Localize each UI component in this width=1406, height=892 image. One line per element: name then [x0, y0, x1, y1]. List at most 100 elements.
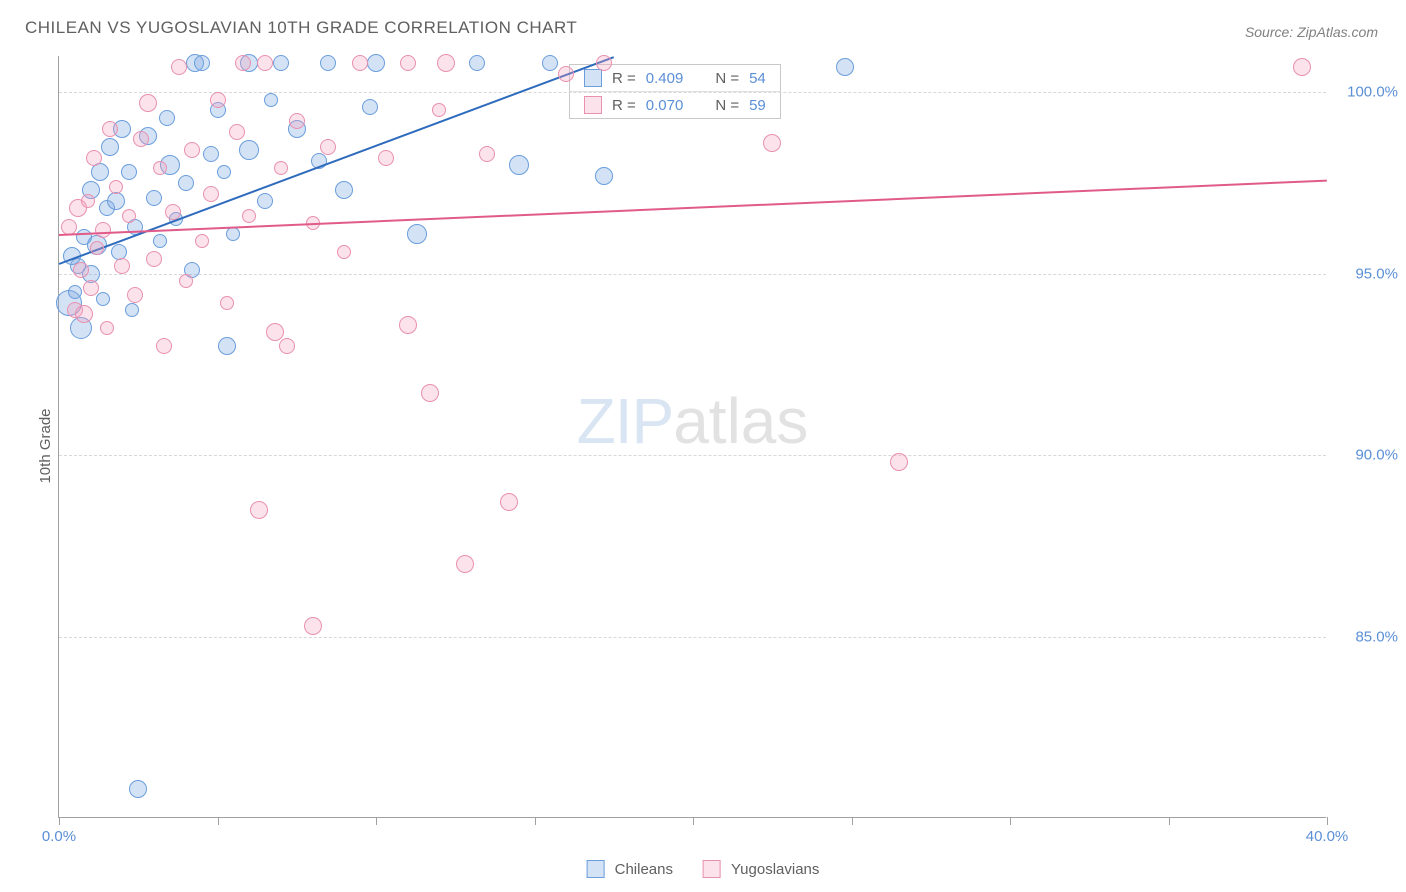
data-point	[763, 134, 781, 152]
data-point	[456, 555, 474, 573]
data-point	[133, 131, 149, 147]
watermark-zip: ZIP	[577, 385, 674, 457]
data-point	[139, 94, 157, 112]
data-point	[102, 121, 118, 137]
data-point	[146, 251, 162, 267]
data-point	[229, 124, 245, 140]
data-point	[596, 55, 612, 71]
watermark-atlas: atlas	[673, 385, 808, 457]
data-point	[153, 234, 167, 248]
n-label: N =	[715, 97, 739, 114]
data-point	[890, 453, 908, 471]
data-point	[407, 224, 427, 244]
n-value: 59	[749, 97, 766, 114]
trendline	[59, 56, 614, 265]
y-axis-label: 10th Grade	[37, 408, 54, 483]
data-point	[542, 55, 558, 71]
n-value: 54	[749, 70, 766, 87]
data-point	[242, 209, 256, 223]
data-point	[1293, 58, 1311, 76]
data-point	[469, 55, 485, 71]
legend-swatch	[584, 69, 602, 87]
y-tick-label: 100.0%	[1347, 84, 1398, 101]
data-point	[129, 780, 147, 798]
chart-title: CHILEAN VS YUGOSLAVIAN 10TH GRADE CORREL…	[25, 18, 577, 38]
legend-swatch	[587, 860, 605, 878]
x-tick-label: 0.0%	[42, 828, 76, 845]
source-attribution: Source: ZipAtlas.com	[1245, 24, 1378, 40]
x-tick	[535, 817, 536, 825]
data-point	[273, 55, 289, 71]
data-point	[479, 146, 495, 162]
data-point	[337, 245, 351, 259]
data-point	[250, 501, 268, 519]
data-point	[400, 55, 416, 71]
watermark: ZIPatlas	[577, 384, 809, 458]
data-point	[399, 316, 417, 334]
data-point	[836, 58, 854, 76]
data-point	[122, 209, 136, 223]
x-tick	[376, 817, 377, 825]
data-point	[558, 66, 574, 82]
data-point	[509, 155, 529, 175]
data-point	[218, 337, 236, 355]
data-point	[320, 139, 336, 155]
data-point	[184, 142, 200, 158]
data-point	[153, 161, 167, 175]
plot-area: ZIPatlas R =0.409N =54R =0.070N =59 85.0…	[58, 56, 1326, 818]
data-point	[210, 92, 226, 108]
x-tick	[1327, 817, 1328, 825]
r-value: 0.070	[646, 97, 684, 114]
legend-item: Yugoslavians	[703, 860, 819, 878]
x-tick-label: 40.0%	[1306, 828, 1349, 845]
data-point	[111, 244, 127, 260]
n-label: N =	[715, 70, 739, 87]
data-point	[226, 227, 240, 241]
data-point	[257, 193, 273, 209]
data-point	[90, 241, 104, 255]
data-point	[109, 180, 123, 194]
data-point	[217, 165, 231, 179]
data-point	[266, 323, 284, 341]
gridline	[59, 637, 1326, 638]
data-point	[279, 338, 295, 354]
data-point	[107, 192, 125, 210]
data-point	[81, 194, 95, 208]
x-tick	[59, 817, 60, 825]
data-point	[83, 280, 99, 296]
data-point	[179, 274, 193, 288]
data-point	[91, 163, 109, 181]
data-point	[156, 338, 172, 354]
data-point	[421, 384, 439, 402]
data-point	[171, 59, 187, 75]
data-point	[235, 55, 251, 71]
data-point	[75, 305, 93, 323]
data-point	[121, 164, 137, 180]
data-point	[320, 55, 336, 71]
data-point	[101, 138, 119, 156]
data-point	[194, 55, 210, 71]
data-point	[86, 150, 102, 166]
data-point	[125, 303, 139, 317]
data-point	[96, 292, 110, 306]
data-point	[203, 146, 219, 162]
legend-item: Chileans	[587, 860, 673, 878]
data-point	[378, 150, 394, 166]
data-point	[500, 493, 518, 511]
r-label: R =	[612, 97, 636, 114]
series-legend: Chileans Yugoslavians	[587, 860, 820, 878]
gridline	[59, 274, 1326, 275]
stats-row: R = 0.070 N = 59	[570, 91, 780, 118]
data-point	[352, 55, 368, 71]
gridline	[59, 92, 1326, 93]
data-point	[73, 262, 89, 278]
gridline	[59, 455, 1326, 456]
data-point	[274, 161, 288, 175]
y-tick-label: 85.0%	[1355, 628, 1398, 645]
data-point	[68, 285, 82, 299]
legend-label: Yugoslavians	[731, 861, 819, 878]
data-point	[127, 287, 143, 303]
x-tick	[693, 817, 694, 825]
data-point	[195, 234, 209, 248]
data-point	[264, 93, 278, 107]
